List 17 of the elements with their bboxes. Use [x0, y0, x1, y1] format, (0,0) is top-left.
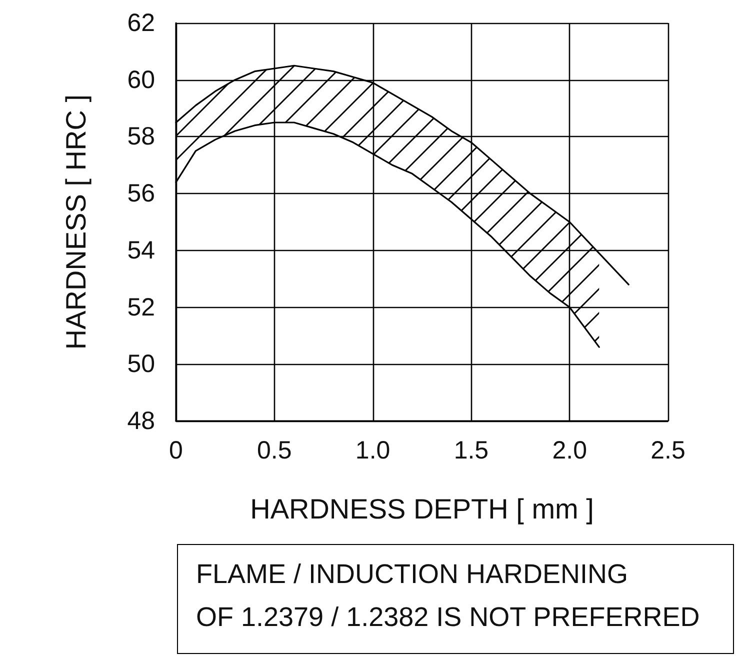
- y-tick-label: 48: [127, 407, 155, 435]
- x-tick-label: 2.5: [650, 436, 686, 464]
- y-tick-label: 50: [127, 350, 155, 378]
- x-tick-label: 0.5: [257, 436, 292, 464]
- y-tick-label: 58: [127, 122, 155, 151]
- x-tick-label: 0: [169, 436, 183, 464]
- y-tick-label: 62: [127, 9, 155, 37]
- x-tick-label: 1.5: [454, 436, 489, 464]
- y-tick-label: 60: [127, 66, 155, 94]
- x-axis-title: HARDNESS DEPTH [ mm ]: [250, 494, 594, 524]
- y-tick-label: 52: [127, 293, 155, 322]
- x-tick-label: 2.0: [552, 436, 587, 464]
- text: FLAME / INDUCTION HARDENING OF 1.2379 / 1.2382 IS NOT PREFERRED: [196, 558, 700, 634]
- y-axis-title: HARDNESS [ HRC ]: [60, 94, 92, 350]
- y-tick-label: 56: [127, 180, 155, 208]
- x-tick-label: 1.0: [355, 436, 390, 464]
- y-tick-label: 54: [127, 236, 156, 264]
